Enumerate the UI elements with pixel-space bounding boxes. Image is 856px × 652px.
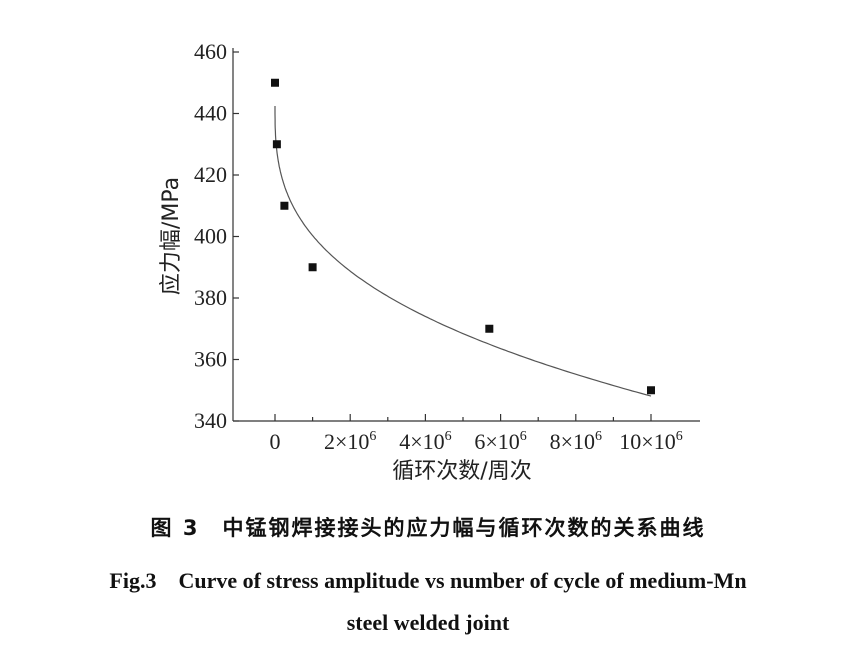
y-tick-label: 360 (194, 347, 227, 372)
x-tick-label: 2×106 (324, 429, 376, 454)
figure-caption-english-line2: steel welded joint (346, 610, 510, 635)
data-point (280, 201, 289, 210)
data-point (271, 78, 279, 87)
x-tick-label: 0 (270, 429, 281, 454)
x-axis-label: 循环次数/周次 (392, 459, 531, 484)
figure-caption-chinese: 图 3 中锰钢焊接接头的应力幅与循环次数的关系曲线 (150, 516, 706, 540)
y-tick-label: 440 (194, 101, 227, 126)
x-ticks: 0 2×106 4×106 6×106 8×106 10×106 (270, 414, 683, 454)
data-points (271, 78, 655, 395)
fit-curve (274, 106, 652, 397)
data-point (647, 386, 655, 395)
y-tick-label: 400 (194, 224, 227, 249)
axes (232, 48, 700, 422)
y-axis-label: 应力幅/MPa (159, 177, 184, 295)
x-tick-label: 10×106 (619, 429, 682, 454)
data-point (272, 140, 281, 149)
x-tick-label: 8×106 (550, 429, 602, 454)
x-tick-label: 4×106 (399, 429, 451, 454)
y-tick-label: 340 (194, 408, 227, 433)
y-ticks: 340 360 380 400 420 440 460 (194, 39, 239, 433)
data-point (308, 263, 317, 272)
y-tick-label: 460 (194, 39, 227, 64)
y-tick-label: 420 (194, 162, 227, 187)
x-tick-label: 6×106 (474, 429, 526, 454)
data-point (485, 324, 494, 333)
figure-caption-english-line1: Fig.3 Curve of stress amplitude vs numbe… (109, 568, 747, 593)
stress-cycle-chart: 340 360 380 400 420 440 460 0 2×106 4×106 6×106 8×… (159, 39, 700, 484)
y-tick-label: 380 (194, 285, 227, 310)
